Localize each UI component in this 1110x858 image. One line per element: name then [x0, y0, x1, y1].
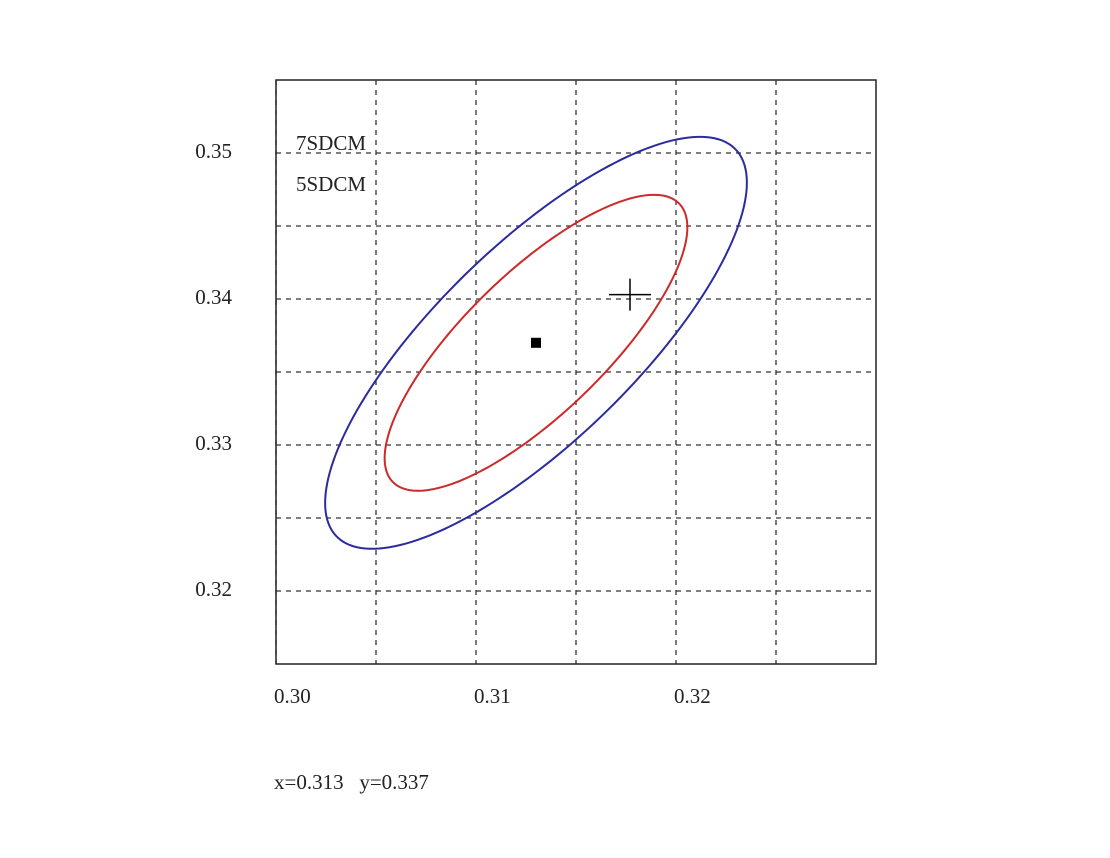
ellipse: [324, 135, 748, 550]
y-tick-label: 0.32: [195, 577, 232, 601]
y-tick-label: 0.35: [195, 139, 232, 163]
cross-point: [609, 278, 651, 311]
ellipse: [383, 193, 689, 492]
cursor-readout: x=0.313 y=0.337: [274, 770, 429, 794]
legend-label: 5SDCM: [296, 172, 366, 196]
y-tick-label: 0.33: [195, 431, 232, 455]
center-point: [531, 337, 541, 348]
x-tick-label: 0.31: [474, 684, 511, 708]
legend-label: 7SDCM: [296, 131, 366, 155]
x-tick-label: 0.30: [274, 684, 311, 708]
x-tick-label: 0.32: [674, 684, 711, 708]
y-tick-label: 0.34: [195, 285, 232, 309]
plot-frame: [275, 79, 877, 665]
